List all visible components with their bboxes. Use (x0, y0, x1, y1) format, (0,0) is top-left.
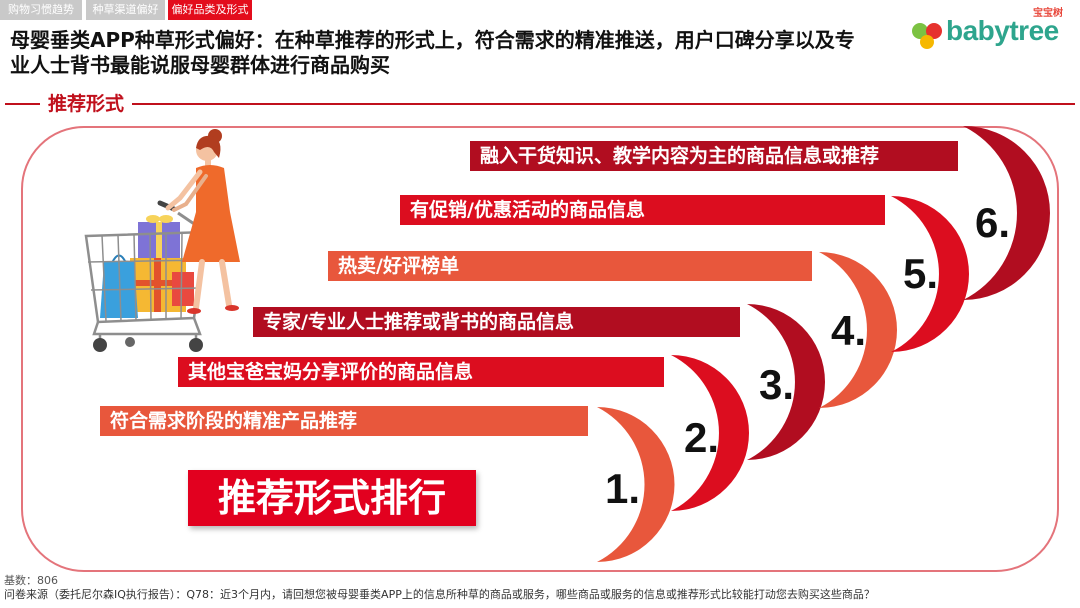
gift-box-yellow-ribbon (130, 280, 186, 286)
gift-box-purple-bow (159, 215, 173, 223)
shopper-illustration (84, 129, 240, 352)
rank-arc-4 (819, 252, 897, 408)
rank-number-6: 6. (975, 199, 1010, 246)
woman-shoe (225, 305, 239, 311)
rank-bar-6: 融入干货知识、教学内容为主的商品信息或推荐 (470, 141, 958, 171)
rank-bar-4: 热卖/好评榜单 (328, 251, 812, 281)
tab-seeding-channels[interactable]: 种草渠道偏好 (86, 0, 165, 20)
content-frame (21, 126, 1059, 572)
rank-number-2: 2. (684, 414, 719, 461)
page-title-line: 业人士背书最能说服母婴群体进行商品购买 (10, 53, 390, 77)
logo-dot-red (926, 23, 942, 39)
logo-dot-yellow (920, 35, 934, 49)
rank-number-4: 4. (831, 307, 866, 354)
rank-number-5: 5. (903, 250, 938, 297)
babytree-logo-icon (912, 23, 942, 49)
gift-box-purple-bow (146, 215, 160, 223)
cart-wheel (189, 338, 203, 352)
woman-arm (165, 169, 203, 211)
rank-bar-1: 符合需求阶段的精准产品推荐 (100, 406, 588, 436)
tab-preferred-categories[interactable]: 偏好品类及形式 (168, 0, 252, 20)
ranking-title-box: 推荐形式排行 (188, 470, 476, 526)
babytree-logo: babytree (946, 15, 1059, 46)
woman-neck (205, 159, 211, 168)
rank-bar-2: 其他宝爸宝妈分享评价的商品信息 (178, 357, 664, 387)
rank-arc-3 (747, 304, 825, 460)
logo-cn-text: 宝宝树 (1033, 8, 1063, 19)
survey-source-note: 问卷来源（委托尼尔森IQ执行报告）：Q78：近3个月内，请回想您被母婴垂类APP… (4, 588, 875, 601)
section-label: 推荐形式 (40, 92, 133, 116)
rank-bar-5: 有促销/优惠活动的商品信息 (400, 195, 885, 225)
rank-bar-3: 专家/专业人士推荐或背书的商品信息 (253, 307, 740, 337)
shopper-woman (165, 129, 240, 314)
page-title: 母婴垂类APP种草形式偏好：在种草推荐的形式上，符合需求的精准推送，用户口碑分享… (10, 28, 855, 78)
woman-leg (193, 259, 205, 311)
gift-box-purple-ribbon (156, 222, 162, 260)
rank-number-1: 1. (605, 465, 640, 512)
woman-hair (196, 135, 221, 158)
rank-number-3: 3. (759, 361, 794, 408)
rank-arc-1 (597, 407, 675, 562)
page-title-line: 母婴垂类APP种草形式偏好：在种草推荐的形式上，符合需求的精准推送，用户口碑分享… (10, 28, 855, 52)
woman-shoe (187, 308, 201, 314)
cart-wheel (125, 337, 135, 347)
sample-base-note: 基数：806 (4, 574, 58, 587)
tab-shopping-habits[interactable]: 购物习惯趋势 (0, 0, 82, 20)
gift-box-purple (138, 215, 180, 260)
woman-arm (172, 174, 208, 212)
rank-arc-2 (671, 355, 749, 511)
rank-arc-6 (963, 126, 1050, 300)
woman-dress (182, 165, 240, 262)
logo-dot-green (912, 23, 928, 39)
cart-basket-grid (87, 232, 204, 322)
woman-leg (219, 259, 232, 308)
section-divider (5, 103, 1075, 105)
cart-wheel (93, 338, 107, 352)
rank-arc-5 (891, 196, 969, 352)
